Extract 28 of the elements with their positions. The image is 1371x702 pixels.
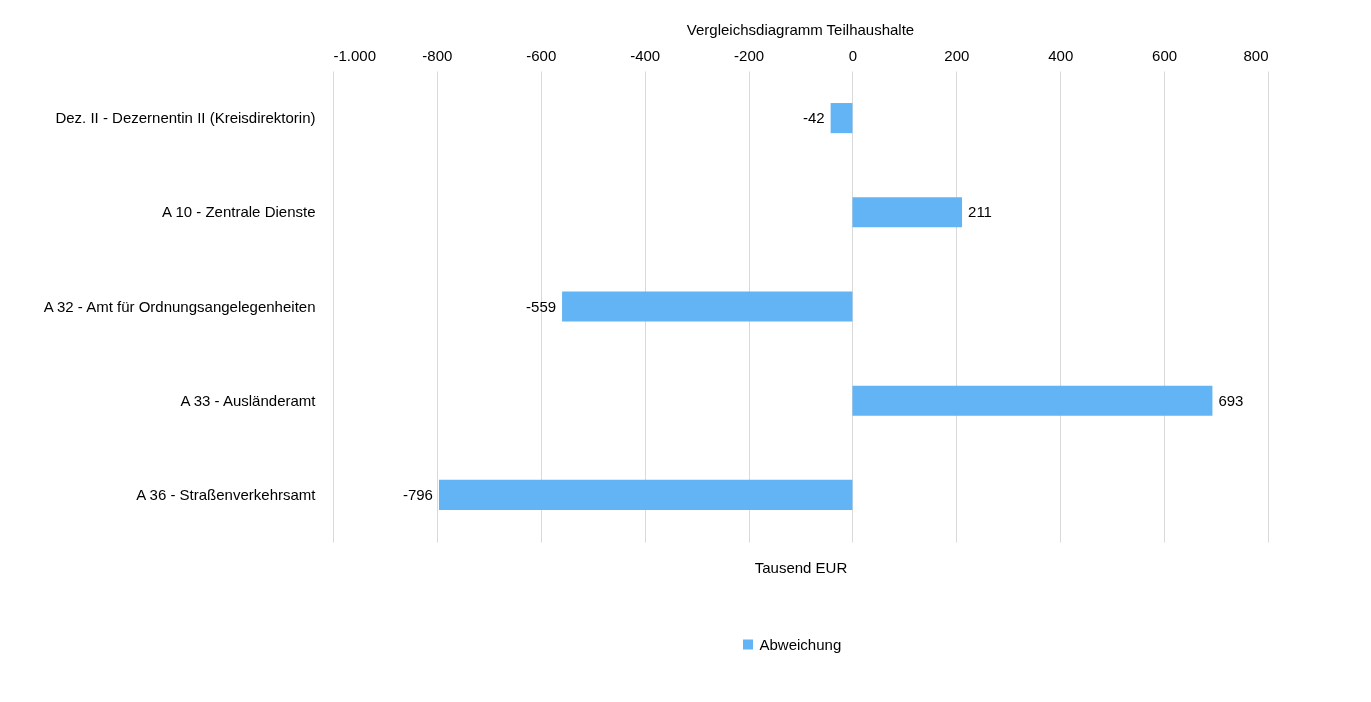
x-tick-label: -1.000 <box>333 46 377 64</box>
y-tick-label: A 33 - Ausländeramt <box>180 391 317 409</box>
y-tick-label: A 10 - Zentrale Dienste <box>162 203 316 221</box>
y-tick-label: Dez. II - Dezernentin II (Kreisdirektorin) <box>55 109 316 127</box>
bar <box>438 479 853 510</box>
data-label: -796 <box>402 485 433 503</box>
bar <box>852 197 963 228</box>
data-label: -559 <box>526 297 557 315</box>
x-tick-label: -200 <box>734 46 765 64</box>
bar <box>830 103 853 134</box>
data-label: 211 <box>968 203 992 221</box>
x-tick-label: -400 <box>630 46 661 64</box>
bar <box>562 291 853 322</box>
x-tick-label: 200 <box>944 46 970 64</box>
legend-label: Abweichung <box>759 635 842 653</box>
x-tick-label: -600 <box>526 46 557 64</box>
x-tick-label: 600 <box>1152 46 1178 64</box>
chart-title: Vergleichsdiagramm Teilhaushalte <box>686 21 915 38</box>
x-tick-label: 400 <box>1048 46 1074 64</box>
y-tick-label: A 36 - Straßenverkehrsamt <box>136 485 317 503</box>
bar <box>852 385 1213 416</box>
data-label: -42 <box>802 109 825 127</box>
x-tick-label: 800 <box>1243 46 1269 64</box>
data-label: 693 <box>1218 391 1244 409</box>
x-axis-title: Tausend EUR <box>754 558 848 576</box>
x-tick-label: 0 <box>848 46 858 64</box>
y-tick-label: A 32 - Amt für Ordnungsangelegenheiten <box>43 297 316 315</box>
x-tick-label: -800 <box>422 46 453 64</box>
